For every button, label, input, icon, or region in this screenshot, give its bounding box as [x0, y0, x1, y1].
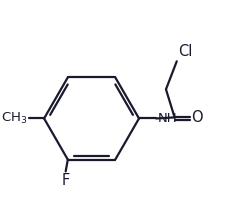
- Text: F: F: [61, 173, 70, 188]
- Text: O: O: [191, 110, 203, 125]
- Text: NH: NH: [157, 112, 177, 125]
- Text: Cl: Cl: [178, 44, 192, 59]
- Text: CH$_3$: CH$_3$: [1, 111, 27, 126]
